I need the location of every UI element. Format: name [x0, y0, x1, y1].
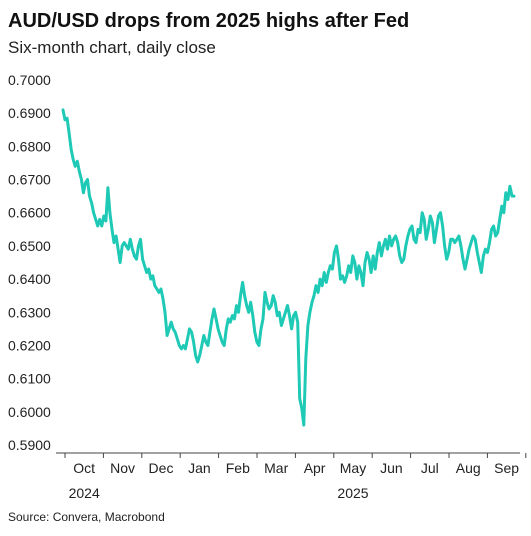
x-tick-label: Apr [304, 460, 326, 476]
y-tick-label: 0.7000 [8, 72, 51, 88]
x-tick-label: Mar [264, 460, 288, 476]
y-tick-label: 0.6200 [8, 337, 51, 353]
x-tick-label: Dec [149, 460, 174, 476]
y-tick-label: 0.6800 [8, 138, 51, 154]
y-tick-label: 0.5900 [8, 437, 51, 453]
x-tick-label: May [340, 460, 366, 476]
chart-subtitle: Six-month chart, daily close [8, 38, 216, 57]
x-tick-label: Jul [421, 460, 439, 476]
source-note: Source: Convera, Macrobond [8, 510, 165, 524]
y-tick-label: 0.6700 [8, 172, 51, 188]
x-year-label: 2025 [337, 485, 368, 501]
y-tick-label: 0.6900 [8, 105, 51, 121]
x-tick-label: Aug [456, 460, 481, 476]
y-axis-ticks: 0.7000 0.6900 0.6800 0.6700 0.6600 0.6500 0.64… [8, 72, 51, 453]
y-tick-label: 0.6000 [8, 404, 51, 420]
x-axis: Oct Nov Dec Jan Feb Mar Apr May Jun Jul Aug Sep 2024… [56, 452, 527, 501]
y-tick-label: 0.6500 [8, 238, 51, 254]
x-tick-label: Sep [494, 460, 519, 476]
plot-area [61, 108, 516, 427]
x-tick-label: Nov [110, 460, 135, 476]
x-year-label: 2024 [69, 485, 100, 501]
y-tick-label: 0.6600 [8, 205, 51, 221]
x-tick-label: Feb [226, 460, 250, 476]
x-tick-label: Jun [380, 460, 403, 476]
y-tick-label: 0.6300 [8, 304, 51, 320]
chart-title: AUD/USD drops from 2025 highs after Fed [8, 10, 410, 32]
x-tick-label: Jan [188, 460, 211, 476]
y-tick-label: 0.6100 [8, 371, 51, 387]
y-tick-label: 0.6400 [8, 271, 51, 287]
x-tick-label: Oct [73, 460, 95, 476]
series-line-0 [61, 108, 516, 427]
